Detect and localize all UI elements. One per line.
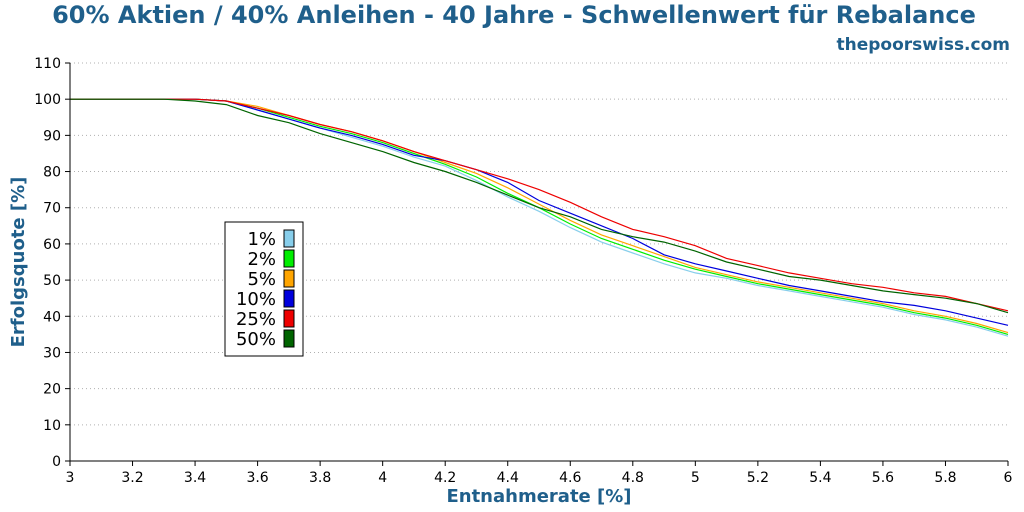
legend-label: 1% [247,229,276,250]
chart-watermark: thepoorswiss.com [837,35,1011,55]
series-line-50pct [70,98,1009,314]
x-tick-label: 4 [378,470,387,486]
y-tick-label: 60 [43,237,61,253]
x-tick-label: 4.6 [559,470,581,486]
series-line-5pct [70,98,1009,334]
y-tick-label: 110 [34,56,61,72]
legend-label: 50% [236,329,276,350]
legend: 1%2%5%10%25%50% [224,221,304,357]
legend-label: 2% [247,249,276,270]
y-tick-label: 20 [43,382,61,398]
legend-swatch [283,229,295,248]
y-axis-label: Erfolgsquote [%] [8,177,29,348]
legend-label: 10% [236,289,276,310]
x-tick-label: 3.2 [121,470,143,486]
y-tick-label: 40 [43,309,61,325]
x-axis-label: Entnahmerate [%] [446,486,631,507]
y-tick-label: 70 [43,201,61,217]
y-tick-label: 100 [34,92,61,108]
y-tick-label: 80 [43,165,61,181]
legend-swatch [283,249,295,268]
legend-label: 5% [247,269,276,290]
series-lines [70,98,1009,337]
x-tick-label: 4.2 [434,470,456,486]
x-tick-label: 5 [691,470,700,486]
x-tick-label: 3.6 [246,470,268,486]
legend-label: 25% [236,309,276,330]
chart-title: 60% Aktien / 40% Anleihen - 40 Jahre - S… [52,1,976,29]
x-tick-label: 5.4 [809,470,831,486]
x-tick-label: 5.2 [747,470,769,486]
y-tick-label: 0 [52,454,61,470]
y-tick-label: 30 [43,345,61,361]
grid [70,62,1008,426]
x-tick-label: 3 [66,470,75,486]
x-tick-label: 4.8 [622,470,644,486]
x-tick-label: 5.8 [934,470,956,486]
x-tick-label: 6 [1004,470,1013,486]
legend-swatch [283,289,295,308]
x-tick-label: 4.4 [497,470,519,486]
series-line-25pct [70,98,1009,312]
axes [69,63,1008,462]
legend-swatch [283,269,295,288]
x-axis-ticks: 3 3.2 3.4 3.6 3.8 4 4.2 4.4 4.6 4.8 5 5.2 5.4 5.6 5.8 6 [66,461,1013,486]
x-tick-label: 5.6 [872,470,894,486]
y-tick-label: 10 [43,418,61,434]
legend-swatch [283,329,295,348]
y-tick-label: 90 [43,128,61,144]
x-tick-label: 3.8 [309,470,331,486]
y-tick-label: 50 [43,273,61,289]
y-axis-ticks: 0 10 20 30 40 50 60 70 80 90 100 110 [34,56,70,470]
x-tick-label: 3.4 [184,470,206,486]
legend-swatch [283,309,295,328]
series-line-10pct [70,98,1009,326]
